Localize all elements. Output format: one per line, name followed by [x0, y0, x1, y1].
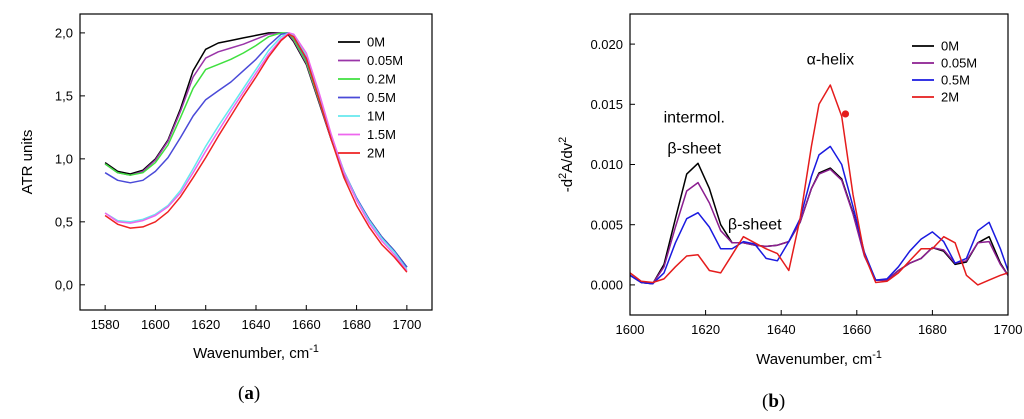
panel-label-a-open: ( — [238, 383, 245, 404]
chart-b-x-tick-label-3: 1660 — [842, 322, 871, 337]
chart-b-y-axis-label-part-2: A/dv — [559, 142, 576, 173]
chart-a-legend-label-2: 0.2M — [367, 72, 396, 87]
panel-label-b-open: ( — [762, 391, 769, 412]
panel-label-b-letter: b — [768, 391, 779, 412]
chart-a-y-tick-label-0: 0,0 — [55, 277, 73, 292]
chart-b-annotation-1: intermol. — [664, 109, 725, 126]
chart-b-x-tick-label-0: 1600 — [616, 322, 645, 337]
chart-b-annotation-3: β-sheet — [728, 217, 782, 234]
chart-a-legend-label-6: 2M — [367, 146, 385, 161]
chart-a-legend-label-5: 1.5M — [367, 127, 396, 142]
chart-a-series-line-3 — [104, 32, 408, 268]
chart-b-y-tick-label-1: 0.005 — [590, 217, 623, 232]
panel-label-b: (b) — [762, 391, 785, 413]
chart-a-series-line-4 — [104, 32, 408, 271]
chart-a-x-axis-label-sup: -1 — [309, 343, 319, 355]
chart-b-x-axis-label-text: Wavenumber, cm — [756, 351, 872, 368]
chart-b-x-tick-label-5: 1700 — [994, 322, 1023, 337]
chart-a-y-tick-label-2: 1,0 — [55, 152, 73, 167]
chart-a-x-tick-label-4: 1660 — [292, 317, 321, 332]
chart-b-legend-label-1: 0.05M — [941, 56, 977, 71]
chart-a-x-tick-label-5: 1680 — [342, 317, 371, 332]
chart-a: 1580 1600 1620 1640 1660 1680 1700 0,0 0,5 1,0 1,5… — [19, 13, 433, 362]
chart-b-y-axis-label-part-3: 2 — [557, 137, 569, 143]
chart-b-y-axis-label: -d2A/dv2 — [557, 137, 576, 192]
chart-a-series-line-1 — [104, 32, 408, 268]
chart-b-x-tick-label-4: 1680 — [918, 322, 947, 337]
chart-b-series-line-2 — [629, 145, 1009, 285]
chart-a-series-line-5 — [104, 32, 408, 272]
chart-b-series-line-1 — [629, 168, 1009, 285]
chart-a-y-tick-label-1: 0,5 — [55, 215, 73, 230]
chart-b-highlight-marker — [841, 110, 850, 118]
panel-label-b-close: ) — [778, 391, 786, 412]
chart-b-y-axis-label-part-1: 2 — [557, 173, 569, 179]
chart-a-series-line-0 — [104, 32, 408, 268]
chart-b-series-line-3 — [629, 84, 1009, 286]
chart-b-legend-label-3: 2M — [941, 90, 959, 105]
chart-a-series-line-2 — [104, 32, 408, 268]
chart-a-y-tick-label-4: 2,0 — [55, 26, 73, 41]
chart-b-x-tick-label-1: 1620 — [691, 322, 720, 337]
chart-b-x-axis-label-sup: -1 — [872, 349, 882, 361]
chart-b-legend-label-0: 0M — [941, 39, 959, 54]
chart-a-legend-label-4: 1M — [367, 109, 385, 124]
chart-b-y-tick-label-3: 0.015 — [590, 97, 623, 112]
chart-a-series-line-6 — [104, 33, 408, 273]
chart-b-annotation-0: α-helix — [807, 52, 854, 69]
chart-b-legend-label-2: 0.5M — [941, 73, 970, 88]
chart-a-x-tick-label-2: 1620 — [191, 317, 220, 332]
chart-a-x-axis-label-text: Wavenumber, cm — [193, 345, 309, 362]
chart-a-x-axis-label: Wavenumber, cm-1 — [193, 343, 319, 362]
chart-b-y-tick-label-4: 0.020 — [590, 37, 623, 52]
chart-a-x-tick-label-6: 1700 — [392, 317, 421, 332]
chart-a-legend-label-3: 0.5M — [367, 90, 396, 105]
chart-a-legend-label-0: 0M — [367, 35, 385, 50]
chart-a-x-tick-label-1: 1600 — [141, 317, 170, 332]
chart-a-y-tick-label-3: 1,5 — [55, 89, 73, 104]
chart-b-x-tick-label-2: 1640 — [767, 322, 796, 337]
panel-label-a-letter: a — [244, 383, 254, 404]
chart-b-annotation-2: β-sheet — [667, 141, 721, 158]
chart-b-y-axis-label-part-0: -d — [559, 179, 576, 192]
chart-a-y-axis-label: ATR units — [19, 130, 36, 195]
panel-label-a: (a) — [238, 383, 260, 405]
chart-b-x-axis-label: Wavenumber, cm-1 — [756, 349, 882, 368]
chart-b-y-tick-label-0: 0.000 — [590, 278, 623, 293]
chart-a-x-tick-label-3: 1640 — [242, 317, 271, 332]
chart-a-legend-label-1: 0.05M — [367, 53, 403, 68]
chart-b-y-tick-label-2: 0.010 — [590, 157, 623, 172]
chart-a-x-tick-label-0: 1580 — [91, 317, 120, 332]
chart-b-series-line-0 — [629, 162, 1009, 285]
chart-b: 1600 1620 1640 1660 1680 1700 0.000 0.005 0.010 0… — [557, 13, 1023, 368]
panel-label-a-close: ) — [253, 383, 261, 404]
